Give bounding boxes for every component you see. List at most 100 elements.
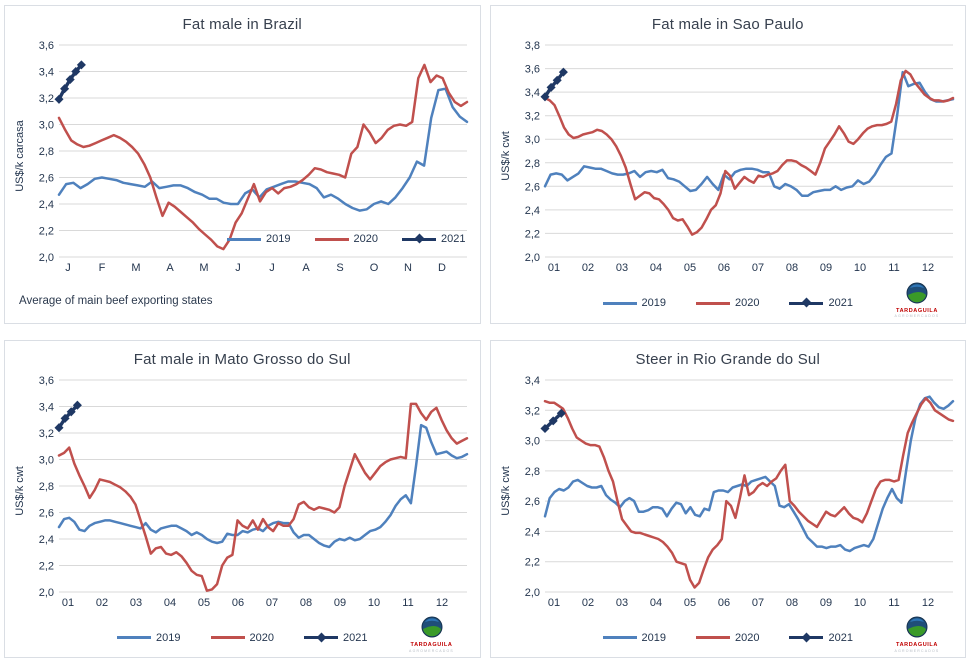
x-tick-label: N bbox=[404, 262, 412, 274]
x-tick-label: 07 bbox=[266, 597, 278, 609]
legend-label: 2021 bbox=[342, 631, 368, 644]
legend-line-2020 bbox=[696, 636, 730, 639]
legend-label: 2019 bbox=[156, 631, 181, 644]
legend-label: 2020 bbox=[735, 631, 760, 644]
logo-subtext: AGROMERCADOS bbox=[409, 648, 454, 653]
y-tick-label: 2,6 bbox=[524, 496, 539, 508]
y-tick-label: 3,6 bbox=[39, 375, 54, 387]
legend-label: 2020 bbox=[735, 297, 760, 309]
x-tick-label: 12 bbox=[921, 597, 933, 609]
legend-item-2019: 2019 bbox=[602, 297, 666, 309]
y-tick-label: 3,0 bbox=[39, 454, 54, 466]
chart-panel-brazil: Fat male in Brazil US$/k carcasa 2,0 2,2 2… bbox=[4, 5, 481, 324]
chart-body: US$/k cwt 2,0 2,2 2,4 2,6 2,8 3,0 3,2 3,4 3,6 01 0… bbox=[13, 372, 476, 610]
legend-label: 2021 bbox=[441, 233, 466, 245]
y-tick-label: 2,6 bbox=[524, 181, 539, 193]
x-tick-label: 07 bbox=[751, 597, 763, 609]
globe-icon bbox=[906, 616, 928, 638]
x-tick-label: S bbox=[336, 262, 343, 274]
x-tick-label: 10 bbox=[853, 597, 865, 609]
legend-label: 2021 bbox=[828, 297, 853, 309]
y-tick-label: 2,4 bbox=[524, 526, 539, 538]
y-axis-label: US$/k cwt bbox=[499, 465, 512, 516]
plot-area: 2,0 2,2 2,4 2,6 2,8 3,0 3,2 3,4 01 02 03 04 05 06 07 08… bbox=[524, 375, 954, 609]
legend-diamond-marker bbox=[802, 297, 812, 308]
legend-item-2020: 2020 bbox=[696, 632, 759, 644]
y-tick-label: 2,0 bbox=[39, 252, 54, 264]
x-tick-label: 04 bbox=[649, 262, 661, 274]
chart-body: US$/k cwt 2,0 2,2 2,4 2,6 2,8 3,0 3,2 3,4 3,6 3,8… bbox=[499, 37, 962, 275]
x-tick-label: M bbox=[131, 262, 140, 274]
globe-icon bbox=[421, 616, 442, 638]
x-tick-label: F bbox=[99, 262, 106, 274]
legend-line-2021 bbox=[303, 632, 338, 642]
y-tick-label: 2,0 bbox=[39, 587, 54, 599]
logo-text: TARDAGUILA bbox=[896, 307, 938, 314]
legend-item-2020: 2020 bbox=[314, 233, 379, 245]
y-tick-label: 2,6 bbox=[39, 507, 54, 519]
x-tick-label: 08 bbox=[785, 597, 797, 609]
legend-line-2019 bbox=[602, 301, 637, 305]
x-tick-label: J bbox=[65, 262, 71, 274]
y-tick-label: 2,8 bbox=[39, 481, 54, 493]
series-line-2020 bbox=[543, 69, 954, 236]
x-tick-label: M bbox=[199, 262, 208, 274]
legend-label: 2019 bbox=[641, 631, 666, 644]
legend-line-2019 bbox=[227, 237, 262, 241]
y-tick-label: 2,4 bbox=[524, 205, 539, 217]
chart-panel-rio-grande: Steer in Rio Grande do Sul US$/k cwt 2,0… bbox=[489, 339, 966, 658]
x-tick-label: 03 bbox=[615, 597, 627, 609]
y-tick-label: 3,6 bbox=[39, 40, 54, 52]
y-tick-label: 2,0 bbox=[524, 252, 539, 264]
logo-subtext: AGROMERCADOS bbox=[894, 314, 940, 318]
y-tick-label: 2,8 bbox=[524, 158, 539, 170]
legend-item-2021: 2021 bbox=[402, 233, 466, 245]
legend-label: 2019 bbox=[266, 233, 291, 245]
x-tick-label: 11 bbox=[402, 597, 413, 609]
legend-item-2021: 2021 bbox=[789, 632, 853, 644]
x-tick-label: 06 bbox=[232, 597, 244, 609]
y-tick-label: 3,2 bbox=[39, 93, 54, 105]
x-tick-label: 06 bbox=[717, 262, 729, 274]
series-line-2020 bbox=[57, 63, 469, 251]
tardaguila-logo: TARDAGUILA AGROMERCADOS bbox=[400, 616, 464, 653]
y-tick-label: 3,4 bbox=[39, 67, 54, 79]
legend-item-2020: 2020 bbox=[210, 632, 274, 644]
y-tick-label: 3,8 bbox=[524, 40, 539, 52]
legend: 2019 2020 2021 bbox=[5, 632, 480, 644]
series-line-2021 bbox=[542, 70, 565, 99]
y-tick-label: 2,2 bbox=[524, 228, 539, 240]
globe-icon bbox=[906, 282, 928, 303]
legend-item-2019: 2019 bbox=[602, 631, 666, 644]
y-tick-label: 3,0 bbox=[524, 435, 539, 447]
x-tick-label: 01 bbox=[547, 262, 559, 274]
x-tick-label: 08 bbox=[785, 262, 797, 274]
legend-item-2020: 2020 bbox=[696, 297, 759, 309]
legend-line-2019 bbox=[602, 636, 637, 639]
x-tick-label: 09 bbox=[334, 597, 346, 609]
x-tick-label: 02 bbox=[581, 597, 593, 609]
x-tick-label: 04 bbox=[164, 597, 176, 609]
x-tick-label: J bbox=[269, 262, 275, 274]
logo-text: TARDAGUILA bbox=[410, 642, 453, 648]
legend-item-2021: 2021 bbox=[303, 631, 368, 644]
x-tick-label: 12 bbox=[921, 262, 933, 274]
legend-line-2021 bbox=[789, 632, 824, 642]
legend-item-2019: 2019 bbox=[227, 233, 291, 245]
legend-label: 2020 bbox=[353, 233, 379, 245]
y-tick-label: 2,6 bbox=[39, 173, 54, 185]
x-tick-label: 06 bbox=[717, 597, 729, 609]
x-tick-label: 08 bbox=[300, 597, 312, 609]
x-tick-label: 05 bbox=[198, 597, 210, 609]
y-tick-label: 3,6 bbox=[524, 64, 539, 76]
x-tick-label: 10 bbox=[853, 262, 865, 274]
y-tick-label: 3,0 bbox=[39, 120, 54, 132]
legend-diamond-marker bbox=[414, 233, 425, 244]
y-tick-label: 2,2 bbox=[524, 556, 539, 568]
tardaguila-logo: TARDAGUILA AGROMERCADOS bbox=[885, 616, 949, 653]
y-tick-label: 2,0 bbox=[524, 587, 539, 599]
y-tick-label: 2,4 bbox=[39, 199, 54, 211]
series-line-2021 bbox=[57, 403, 80, 429]
x-tick-label: 01 bbox=[62, 597, 74, 609]
